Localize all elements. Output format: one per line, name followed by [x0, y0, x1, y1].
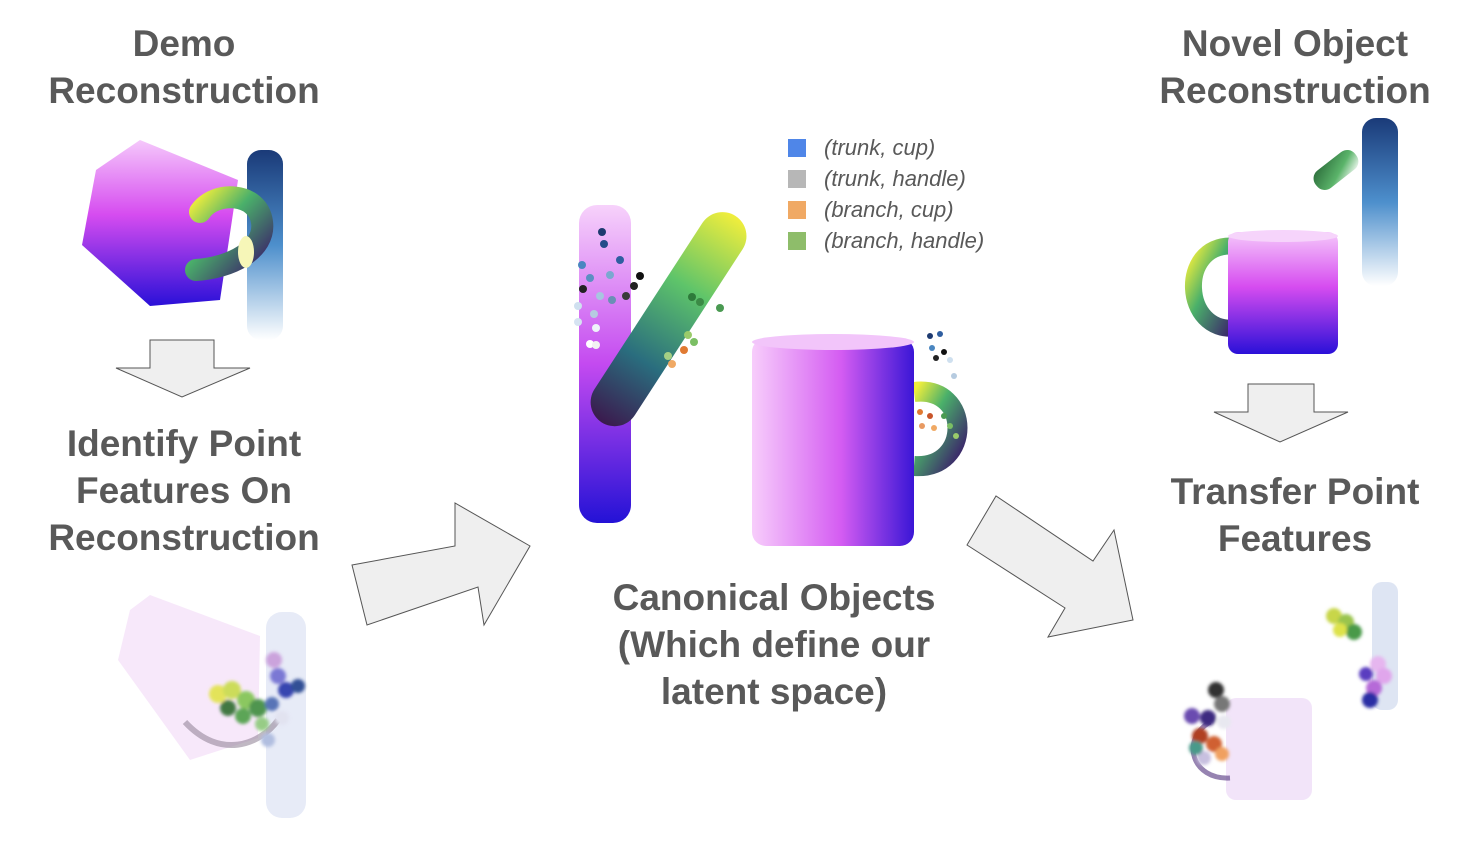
- legend-swatch: [788, 138, 806, 157]
- novel-reconstruction-label: Novel Object Reconstruction: [1140, 20, 1450, 114]
- legend-swatch: [788, 169, 806, 188]
- canonical-tree-figure: [574, 205, 747, 523]
- demo-reconstruction-label: Demo Reconstruction: [30, 20, 338, 114]
- big-arrow-right: [966, 495, 1134, 638]
- legend-item: (trunk, cup): [788, 132, 984, 163]
- legend-label: (branch, handle): [824, 227, 985, 253]
- big-arrow-left: [351, 502, 531, 627]
- legend-item: (branch, handle): [788, 225, 984, 256]
- canonical-objects-label: Canonical Objects (Which define our late…: [580, 574, 968, 715]
- label-line: Demo: [132, 23, 236, 64]
- down-arrow-left: [115, 339, 251, 398]
- legend-label: (branch, cup): [824, 196, 954, 222]
- label-line: Reconstruction: [48, 70, 320, 111]
- novel-reconstruction-figure: [1184, 118, 1398, 354]
- label-line: Features On: [76, 470, 292, 511]
- legend-item: (branch, cup): [788, 194, 984, 225]
- label-line: Reconstruction: [1159, 70, 1431, 111]
- legend-label: (trunk, handle): [824, 165, 966, 191]
- identify-features-label: Identify Point Features On Reconstructio…: [30, 420, 338, 561]
- label-line: Transfer Point: [1170, 471, 1420, 512]
- label-line: Reconstruction: [48, 517, 320, 558]
- legend: (trunk, cup) (trunk, handle) (branch, cu…: [788, 132, 984, 256]
- label-line: latent space): [660, 671, 888, 712]
- transfer-features-figure: [1184, 582, 1398, 800]
- label-line: (Which define our: [617, 624, 931, 665]
- label-line: Novel Object: [1181, 23, 1409, 64]
- label-line: Canonical Objects: [612, 577, 936, 618]
- legend-label: (trunk, cup): [824, 134, 936, 160]
- demo-reconstruction-figure: [82, 140, 283, 340]
- legend-swatch: [788, 231, 806, 250]
- label-line: Identify Point: [66, 423, 302, 464]
- label-line: Features: [1217, 518, 1373, 559]
- legend-item: (trunk, handle): [788, 163, 984, 194]
- transfer-features-label: Transfer Point Features: [1140, 468, 1450, 562]
- canonical-mug-figure: [752, 331, 968, 546]
- legend-swatch: [788, 200, 806, 219]
- down-arrow-right: [1213, 383, 1349, 443]
- identify-features-figure: [118, 595, 306, 818]
